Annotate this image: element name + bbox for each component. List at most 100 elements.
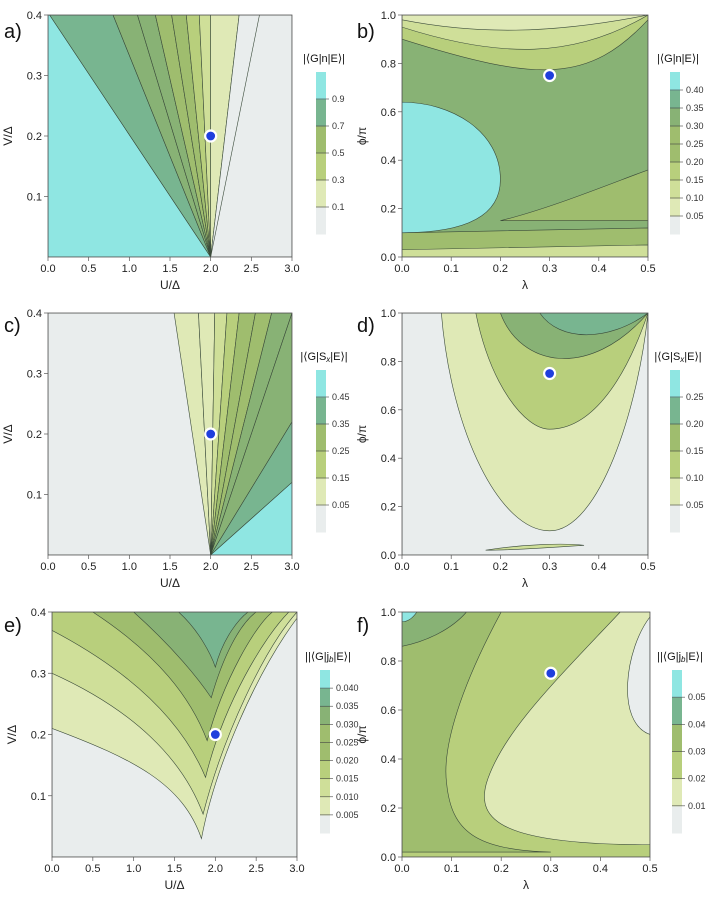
colorbar-swatch (316, 153, 326, 181)
colorbar-tick-label: 0.020 (336, 756, 359, 766)
band-right (500, 169, 648, 221)
colorbar-tick-label: 0.10 (686, 473, 704, 483)
marker-point (542, 68, 557, 83)
x-tick-label: 3.0 (284, 561, 299, 573)
colorbar-tick-label: 0.45 (332, 392, 350, 402)
x-tick-label: 0.5 (85, 863, 100, 875)
colorbar-swatch (320, 688, 330, 707)
y-tick-label: 0.4 (381, 754, 396, 766)
y-axis-label: ϕ/π (355, 725, 369, 743)
colorbar-swatch (672, 805, 682, 834)
x-axis-label: U/Δ (164, 878, 184, 892)
colorbar-tick-label: 0.9 (332, 94, 345, 104)
x-tick-label: 2.5 (249, 863, 264, 875)
x-tick-label: 0.2 (494, 863, 509, 875)
x-tick-label: 0.3 (542, 561, 557, 573)
colorbar-tick-label: 0.5 (332, 148, 345, 158)
region-high (48, 15, 212, 257)
colorbar: |⟨G|Sx|E⟩| 0.05 0.10 0.15 0.20 0.25 (654, 351, 704, 533)
colorbar-swatch (672, 697, 682, 725)
y-tick-label: 0.2 (27, 131, 42, 143)
colorbar-tick-label: 0.02 (688, 774, 706, 784)
colorbar-swatch (670, 144, 680, 163)
y-axis-label: ϕ/π (355, 127, 369, 145)
colorbar-swatch (670, 370, 680, 398)
panel-label: d) (357, 315, 375, 337)
x-tick-label: 0.0 (394, 863, 409, 875)
x-tick-label: 0.2 (493, 263, 508, 275)
colorbar-tick-label: 0.15 (686, 175, 704, 185)
colorbar-swatch (316, 505, 326, 533)
x-tick-label: 0.5 (642, 863, 657, 875)
band-top-3 (402, 15, 648, 31)
x-tick-label: 0.1 (444, 863, 459, 875)
band-6 (178, 612, 249, 669)
x-tick-label: 0.5 (81, 561, 96, 573)
colorbar-swatch (672, 670, 682, 698)
contour-regions (402, 15, 648, 257)
band-bottom-2 (402, 244, 648, 257)
y-tick-label: 0.6 (381, 107, 396, 119)
colorbar-tick-label: 0.20 (686, 157, 704, 167)
panel-label: f) (357, 615, 369, 637)
colorbar-swatch (670, 198, 680, 217)
y-tick-label: 0.4 (381, 155, 396, 167)
colorbar-swatch (320, 760, 330, 780)
panel-3: d) 0.0 0.1 0.2 0.3 0.4 0.5 0.0 0.2 0.4 0.6 0.8 1.0 λ ϕ… (355, 308, 704, 590)
colorbar-swatch (316, 207, 326, 235)
y-tick-label: 0.2 (31, 730, 46, 742)
colorbar-tick-label: 0.15 (686, 446, 704, 456)
colorbar-swatch (320, 778, 330, 798)
panel-5: f) 0.0 0.1 0.2 0.3 0.4 0.5 0.0 0.2 0.4 0.6 0.8 1.0 λ ϕ… (355, 607, 706, 892)
colorbar-tick-label: 0.010 (336, 792, 359, 802)
x-tick-label: 2.5 (244, 561, 259, 573)
colorbar-swatch (670, 505, 680, 533)
y-tick-label: 0.2 (381, 803, 396, 815)
colorbar: ||⟨G|jb|E⟩| 0.005 0.010 0.015 0.020 0.025 0.03… (305, 651, 359, 834)
y-tick-label: 0.4 (27, 10, 42, 22)
y-tick-label: 0.8 (381, 656, 396, 668)
colorbar-title: |⟨G|Sx|E⟩| (654, 351, 701, 364)
colorbar-swatch (316, 72, 326, 100)
x-axis-label: U/Δ (160, 576, 180, 590)
panel-1: b) 0.0 0.1 0.2 0.3 0.4 0.5 0.0 0.2 0.4 0.6 0.8 1.0 λ ϕ… (355, 10, 704, 292)
contour-regions (48, 313, 292, 555)
y-tick-label: 1.0 (381, 10, 396, 22)
colorbar-swatch (670, 216, 680, 235)
marker-point (544, 666, 558, 680)
x-tick-label: 1.5 (167, 863, 182, 875)
y-tick-label: 0.2 (27, 429, 42, 441)
y-tick-label: 0.2 (381, 204, 396, 216)
colorbar-tick-label: 0.15 (332, 473, 350, 483)
plot-frame (401, 312, 649, 556)
x-tick-label: 0.0 (394, 561, 409, 573)
y-axis-label: V/Δ (1, 424, 15, 443)
plot-frame (401, 14, 649, 258)
x-axis-label: U/Δ (160, 278, 180, 292)
x-tick-label: 2.0 (203, 263, 218, 275)
y-tick-label: 0.6 (381, 405, 396, 417)
colorbar: ||⟨G|jb|E⟩| 0.01 0.02 0.03 0.04 0.05 (657, 651, 706, 834)
region-high (402, 612, 418, 623)
colorbar-swatch (672, 724, 682, 752)
y-tick-label: 0.4 (31, 607, 46, 619)
x-tick-label: 0.0 (40, 561, 55, 573)
colorbar: |⟨G|Sx|E⟩| 0.05 0.15 0.25 0.35 0.45 (300, 351, 350, 533)
colorbar-title: ||⟨G|jb|E⟩| (657, 651, 703, 664)
colorbar-swatch (670, 478, 680, 506)
y-tick-label: 1.0 (381, 308, 396, 320)
x-tick-label: 2.0 (208, 863, 223, 875)
small-band (485, 543, 585, 551)
band-3 (402, 612, 551, 853)
panel-label: c) (4, 315, 21, 337)
colorbar-tick-label: 0.3 (332, 175, 345, 185)
colorbar-swatch (320, 814, 330, 834)
colorbar-tick-label: 0.20 (686, 419, 704, 429)
marker-point (204, 129, 218, 143)
x-tick-label: 0.5 (640, 561, 655, 573)
colorbar-tick-label: 0.25 (686, 139, 704, 149)
colorbar-swatch (670, 90, 680, 109)
colorbar-swatch (316, 99, 326, 127)
colorbar-tick-label: 0.03 (688, 747, 706, 757)
